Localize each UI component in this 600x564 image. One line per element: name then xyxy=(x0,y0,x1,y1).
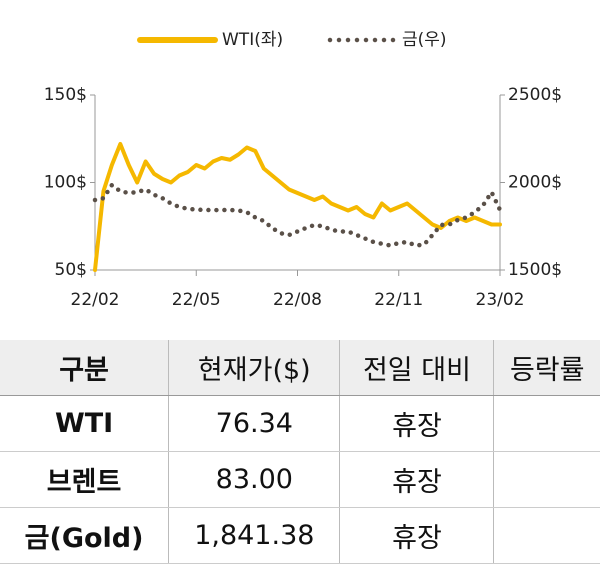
legend-label: WTI(좌) xyxy=(222,30,283,50)
price-table: 구분 현재가($) 전일 대비 등락률 WTI 76.34 휴장 브렌트 83.00 휴장 금(Go… xyxy=(0,340,600,564)
y2-tick-label: 2500$ xyxy=(508,85,562,105)
x-tick-label: 22/02 xyxy=(71,290,120,310)
table-cell: 76.34 xyxy=(168,395,340,452)
table-cell xyxy=(493,507,600,564)
chart: 50$ 100$ 150$ 1500$ 2000$ 2500$ 22/02 22/05 22/0… xyxy=(44,30,562,310)
y2-tick-label: 2000$ xyxy=(508,173,562,193)
header-cell: 현재가($) xyxy=(168,340,340,396)
x-tick-label: 22/05 xyxy=(172,290,221,310)
y-tick-label: 150$ xyxy=(44,85,87,105)
table-cell: WTI xyxy=(0,395,169,452)
table-cell xyxy=(493,451,600,508)
y-tick-label: 100$ xyxy=(44,173,87,193)
table-row: WTI 76.34 휴장 xyxy=(0,395,600,452)
table-cell: 83.00 xyxy=(168,451,340,508)
header-cell: 등락률 xyxy=(493,340,600,396)
x-tick-label: 23/02 xyxy=(476,290,525,310)
table-cell: 휴장 xyxy=(339,507,494,564)
legend-label: 금(우) xyxy=(402,30,447,50)
header-cell: 전일 대비 xyxy=(339,340,494,396)
x-tick-label: 22/08 xyxy=(273,290,322,310)
header-cell: 구분 xyxy=(0,340,169,396)
table-cell: 1,841.38 xyxy=(168,507,340,564)
table-row: 금(Gold) 1,841.38 휴장 xyxy=(0,507,600,564)
table-cell: 휴장 xyxy=(339,451,494,508)
table-cell: 휴장 xyxy=(339,395,494,452)
y-tick-label: 50$ xyxy=(55,260,87,280)
table-row: 브렌트 83.00 휴장 xyxy=(0,451,600,508)
table-cell: 브렌트 xyxy=(0,451,169,508)
series-line xyxy=(93,142,502,272)
x-tick-label: 22/11 xyxy=(374,290,423,310)
table-cell xyxy=(493,395,600,452)
series-line xyxy=(92,182,503,248)
header-row: 구분 현재가($) 전일 대비 등락률 xyxy=(0,340,600,396)
y2-tick-label: 1500$ xyxy=(508,260,562,280)
table-cell: 금(Gold) xyxy=(0,507,169,564)
